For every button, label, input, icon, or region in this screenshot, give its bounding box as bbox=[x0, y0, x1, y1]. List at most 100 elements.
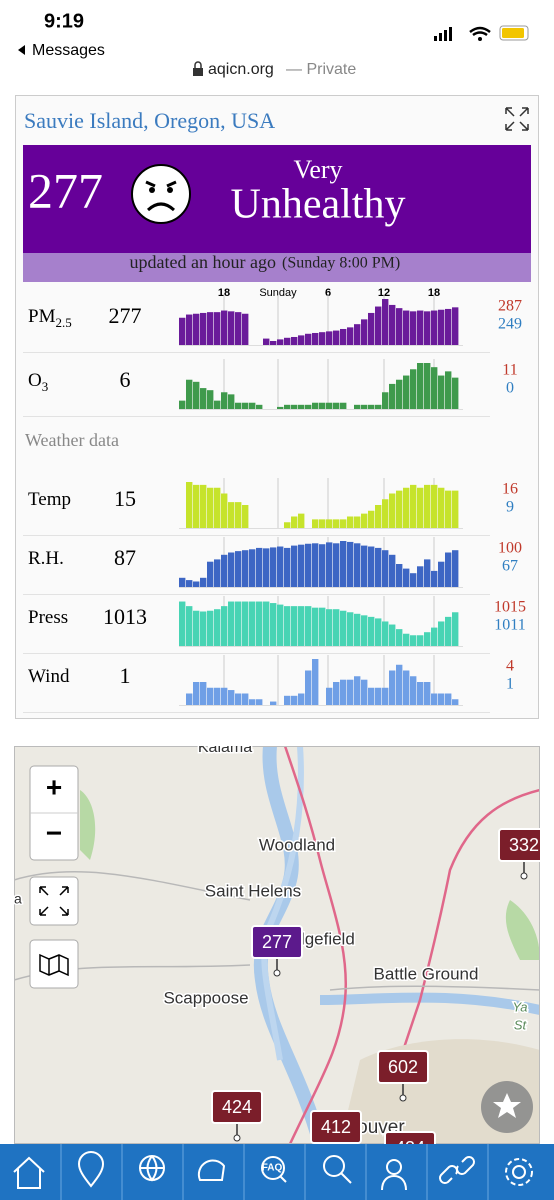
section-heading: Weather data bbox=[25, 430, 119, 450]
bar bbox=[452, 699, 459, 705]
update-strip bbox=[23, 253, 531, 282]
battery bbox=[499, 25, 529, 41]
tab-helmet[interactable] bbox=[197, 1159, 226, 1181]
url[interactable]: aqicn.org bbox=[208, 61, 274, 78]
bar bbox=[361, 679, 368, 705]
bar bbox=[424, 484, 431, 528]
bar bbox=[347, 612, 354, 646]
bar bbox=[396, 379, 403, 409]
time-axis-label: 12 bbox=[378, 287, 390, 299]
row-max: 16 bbox=[502, 481, 518, 498]
station-title[interactable]: Sauvie Island, Oregon, USA bbox=[24, 108, 275, 133]
bar bbox=[207, 561, 214, 587]
bar bbox=[242, 402, 249, 409]
bar bbox=[277, 546, 284, 587]
battery-level bbox=[502, 28, 524, 38]
bar bbox=[417, 635, 424, 646]
bar bbox=[417, 487, 424, 528]
station-marker[interactable]: 277 bbox=[251, 925, 303, 977]
tab-home[interactable] bbox=[13, 1156, 45, 1189]
bar bbox=[207, 312, 214, 345]
back-arrow[interactable] bbox=[18, 45, 25, 55]
bar bbox=[410, 369, 417, 409]
marker-box bbox=[251, 925, 303, 959]
bar bbox=[410, 573, 417, 587]
bar bbox=[403, 670, 410, 705]
bar bbox=[431, 693, 438, 705]
zoom-in[interactable]: + bbox=[46, 771, 62, 802]
bar bbox=[221, 606, 228, 646]
bar bbox=[403, 568, 410, 587]
place-label: Battle Ground bbox=[374, 964, 479, 983]
bar bbox=[333, 682, 340, 705]
bar bbox=[228, 552, 235, 587]
marker-pin bbox=[233, 1134, 241, 1142]
bar bbox=[235, 402, 242, 409]
bar bbox=[417, 363, 424, 409]
bar bbox=[193, 682, 200, 705]
bar bbox=[382, 621, 389, 646]
faq-label[interactable]: FAQ bbox=[262, 1163, 283, 1174]
bar bbox=[214, 687, 221, 705]
station-marker[interactable]: 332 bbox=[498, 828, 549, 880]
bar bbox=[396, 308, 403, 345]
bar bbox=[452, 490, 459, 528]
tab-dividers bbox=[60, 1144, 489, 1200]
bar bbox=[179, 601, 186, 646]
bar bbox=[298, 513, 305, 528]
time-axis-label: 18 bbox=[428, 287, 440, 299]
bar bbox=[298, 606, 305, 646]
bar bbox=[186, 314, 193, 345]
bar bbox=[431, 570, 438, 587]
layers-button[interactable] bbox=[29, 939, 79, 989]
bar bbox=[438, 621, 445, 646]
bar bbox=[291, 545, 298, 587]
expand-button[interactable] bbox=[505, 107, 529, 131]
fullscreen-button[interactable] bbox=[29, 876, 79, 926]
bar bbox=[375, 547, 382, 587]
river bbox=[319, 992, 540, 1015]
zoom-out[interactable]: − bbox=[46, 817, 62, 848]
bar bbox=[368, 687, 375, 705]
tab-faq[interactable] bbox=[261, 1156, 285, 1180]
back-link[interactable]: Messages bbox=[32, 42, 105, 59]
bar bbox=[431, 484, 438, 528]
bar bbox=[361, 404, 368, 409]
tab-link[interactable] bbox=[439, 1156, 475, 1184]
tab-globe-lines bbox=[140, 1155, 164, 1182]
bar bbox=[389, 624, 396, 646]
bar bbox=[312, 607, 319, 646]
bar bbox=[242, 550, 249, 587]
station-marker[interactable]: 424 bbox=[211, 1090, 263, 1142]
bar bbox=[389, 670, 396, 705]
bar bbox=[326, 402, 333, 409]
bar bbox=[235, 312, 242, 345]
bar bbox=[319, 332, 326, 345]
bar bbox=[193, 313, 200, 345]
place-label: Ya bbox=[513, 999, 528, 1014]
tab-contact[interactable] bbox=[381, 1158, 407, 1191]
bar bbox=[284, 606, 291, 646]
row-value: 15 bbox=[114, 486, 136, 511]
row-value: 87 bbox=[114, 545, 136, 570]
row-name: O3 bbox=[28, 370, 48, 394]
station-marker[interactable]: 602 bbox=[377, 1050, 429, 1102]
bar bbox=[284, 522, 291, 528]
bar bbox=[298, 544, 305, 587]
bar bbox=[354, 404, 361, 409]
bar bbox=[410, 635, 417, 646]
tab-bar bbox=[0, 1144, 554, 1200]
row-min: 1011 bbox=[494, 617, 525, 634]
station-marker[interactable]: 412 bbox=[310, 1110, 362, 1161]
bar bbox=[438, 561, 445, 587]
station-marker[interactable]: 424 bbox=[384, 1131, 436, 1182]
bar bbox=[200, 682, 207, 705]
tab-search[interactable] bbox=[323, 1155, 345, 1177]
fullscreen-icon bbox=[39, 886, 69, 916]
tab-location[interactable] bbox=[77, 1151, 105, 1188]
tab-settings[interactable] bbox=[512, 1165, 526, 1179]
bar bbox=[235, 551, 242, 587]
bar bbox=[438, 693, 445, 705]
bar bbox=[228, 394, 235, 409]
